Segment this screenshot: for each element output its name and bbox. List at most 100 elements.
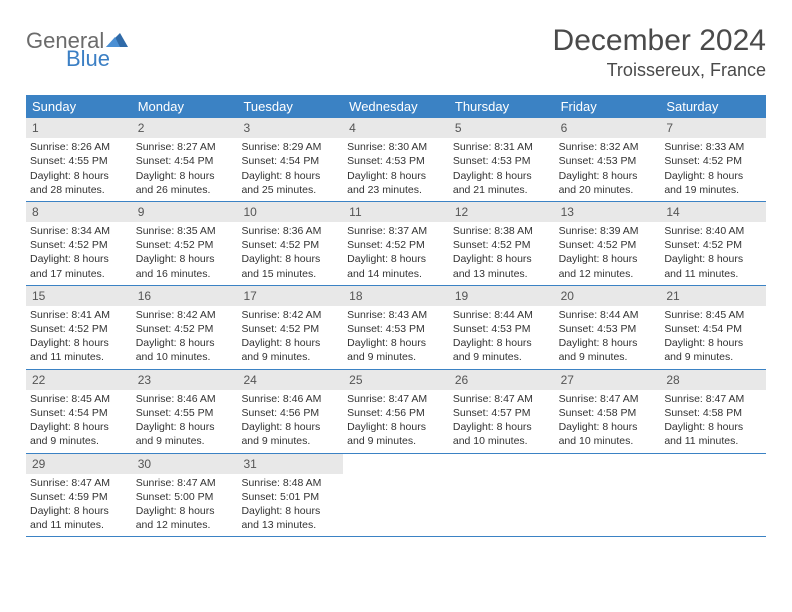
sunset-text: Sunset: 4:53 PM [453, 322, 551, 336]
day-cell: 8Sunrise: 8:34 AMSunset: 4:52 PMDaylight… [26, 202, 132, 285]
sunset-text: Sunset: 4:52 PM [664, 238, 762, 252]
weekday-saturday: Saturday [660, 95, 766, 118]
sunset-text: Sunset: 4:52 PM [136, 322, 234, 336]
sunrise-text: Sunrise: 8:47 AM [453, 392, 551, 406]
sunrise-text: Sunrise: 8:47 AM [559, 392, 657, 406]
sunset-text: Sunset: 4:55 PM [30, 154, 128, 168]
day-cell: 7Sunrise: 8:33 AMSunset: 4:52 PMDaylight… [660, 118, 766, 201]
sunrise-text: Sunrise: 8:38 AM [453, 224, 551, 238]
day-body: Sunrise: 8:46 AMSunset: 4:56 PMDaylight:… [237, 390, 343, 453]
day-body: Sunrise: 8:39 AMSunset: 4:52 PMDaylight:… [555, 222, 661, 285]
day-number: 27 [555, 370, 661, 390]
day-number: 4 [343, 118, 449, 138]
calendar-page: GeneralBlue December 2024 Troissereux, F… [0, 0, 792, 561]
week-row: 29Sunrise: 8:47 AMSunset: 4:59 PMDayligh… [26, 454, 766, 538]
daylight-text: and 25 minutes. [241, 183, 339, 197]
day-number: 6 [555, 118, 661, 138]
day-body: Sunrise: 8:26 AMSunset: 4:55 PMDaylight:… [26, 138, 132, 201]
daylight-text: Daylight: 8 hours [136, 169, 234, 183]
month-title: December 2024 [553, 24, 766, 58]
daylight-text: Daylight: 8 hours [453, 169, 551, 183]
day-body: Sunrise: 8:45 AMSunset: 4:54 PMDaylight:… [660, 306, 766, 369]
sunrise-text: Sunrise: 8:29 AM [241, 140, 339, 154]
daylight-text: and 20 minutes. [559, 183, 657, 197]
day-cell: 13Sunrise: 8:39 AMSunset: 4:52 PMDayligh… [555, 202, 661, 285]
sunrise-text: Sunrise: 8:46 AM [136, 392, 234, 406]
day-body: Sunrise: 8:47 AMSunset: 4:58 PMDaylight:… [555, 390, 661, 453]
daylight-text: and 26 minutes. [136, 183, 234, 197]
day-body: Sunrise: 8:43 AMSunset: 4:53 PMDaylight:… [343, 306, 449, 369]
day-body: Sunrise: 8:45 AMSunset: 4:54 PMDaylight:… [26, 390, 132, 453]
day-number: 16 [132, 286, 238, 306]
daylight-text: and 9 minutes. [664, 350, 762, 364]
day-cell: 10Sunrise: 8:36 AMSunset: 4:52 PMDayligh… [237, 202, 343, 285]
weekday-header-row: Sunday Monday Tuesday Wednesday Thursday… [26, 95, 766, 118]
day-cell: 20Sunrise: 8:44 AMSunset: 4:53 PMDayligh… [555, 286, 661, 369]
daylight-text: Daylight: 8 hours [136, 336, 234, 350]
daylight-text: and 9 minutes. [241, 434, 339, 448]
sunrise-text: Sunrise: 8:40 AM [664, 224, 762, 238]
sunset-text: Sunset: 4:52 PM [559, 238, 657, 252]
day-number: 18 [343, 286, 449, 306]
weekday-tuesday: Tuesday [237, 95, 343, 118]
sunrise-text: Sunrise: 8:45 AM [664, 308, 762, 322]
sunrise-text: Sunrise: 8:42 AM [136, 308, 234, 322]
sunset-text: Sunset: 4:54 PM [664, 322, 762, 336]
weekday-thursday: Thursday [449, 95, 555, 118]
sunset-text: Sunset: 4:52 PM [241, 322, 339, 336]
day-body: Sunrise: 8:44 AMSunset: 4:53 PMDaylight:… [449, 306, 555, 369]
day-body: Sunrise: 8:38 AMSunset: 4:52 PMDaylight:… [449, 222, 555, 285]
logo: GeneralBlue [26, 30, 128, 70]
daylight-text: Daylight: 8 hours [453, 336, 551, 350]
daylight-text: and 11 minutes. [664, 267, 762, 281]
daylight-text: Daylight: 8 hours [30, 420, 128, 434]
daylight-text: and 9 minutes. [30, 434, 128, 448]
day-cell [660, 454, 766, 537]
day-cell: 25Sunrise: 8:47 AMSunset: 4:56 PMDayligh… [343, 370, 449, 453]
day-number: 31 [237, 454, 343, 474]
day-number: 26 [449, 370, 555, 390]
day-body: Sunrise: 8:47 AMSunset: 4:59 PMDaylight:… [26, 474, 132, 537]
title-block: December 2024 Troissereux, France [553, 24, 766, 81]
sunset-text: Sunset: 4:56 PM [241, 406, 339, 420]
week-row: 1Sunrise: 8:26 AMSunset: 4:55 PMDaylight… [26, 118, 766, 202]
daylight-text: Daylight: 8 hours [241, 169, 339, 183]
sunset-text: Sunset: 4:56 PM [347, 406, 445, 420]
sunrise-text: Sunrise: 8:37 AM [347, 224, 445, 238]
day-body: Sunrise: 8:37 AMSunset: 4:52 PMDaylight:… [343, 222, 449, 285]
daylight-text: Daylight: 8 hours [30, 504, 128, 518]
day-number: 28 [660, 370, 766, 390]
day-number: 23 [132, 370, 238, 390]
daylight-text: and 14 minutes. [347, 267, 445, 281]
daylight-text: and 19 minutes. [664, 183, 762, 197]
day-body: Sunrise: 8:46 AMSunset: 4:55 PMDaylight:… [132, 390, 238, 453]
day-number: 10 [237, 202, 343, 222]
sunset-text: Sunset: 4:58 PM [664, 406, 762, 420]
daylight-text: and 9 minutes. [559, 350, 657, 364]
sunset-text: Sunset: 4:52 PM [30, 238, 128, 252]
sunset-text: Sunset: 4:59 PM [30, 490, 128, 504]
day-cell: 2Sunrise: 8:27 AMSunset: 4:54 PMDaylight… [132, 118, 238, 201]
day-body: Sunrise: 8:42 AMSunset: 4:52 PMDaylight:… [237, 306, 343, 369]
day-body: Sunrise: 8:34 AMSunset: 4:52 PMDaylight:… [26, 222, 132, 285]
week-row: 15Sunrise: 8:41 AMSunset: 4:52 PMDayligh… [26, 286, 766, 370]
daylight-text: and 9 minutes. [347, 434, 445, 448]
daylight-text: Daylight: 8 hours [664, 252, 762, 266]
sunrise-text: Sunrise: 8:35 AM [136, 224, 234, 238]
sunset-text: Sunset: 4:53 PM [347, 322, 445, 336]
sunrise-text: Sunrise: 8:48 AM [241, 476, 339, 490]
day-cell: 29Sunrise: 8:47 AMSunset: 4:59 PMDayligh… [26, 454, 132, 537]
day-body: Sunrise: 8:47 AMSunset: 5:00 PMDaylight:… [132, 474, 238, 537]
day-cell: 15Sunrise: 8:41 AMSunset: 4:52 PMDayligh… [26, 286, 132, 369]
sunrise-text: Sunrise: 8:47 AM [136, 476, 234, 490]
daylight-text: and 12 minutes. [559, 267, 657, 281]
sunrise-text: Sunrise: 8:47 AM [347, 392, 445, 406]
sunrise-text: Sunrise: 8:44 AM [453, 308, 551, 322]
day-body: Sunrise: 8:42 AMSunset: 4:52 PMDaylight:… [132, 306, 238, 369]
sunset-text: Sunset: 4:52 PM [453, 238, 551, 252]
daylight-text: Daylight: 8 hours [664, 336, 762, 350]
sunrise-text: Sunrise: 8:33 AM [664, 140, 762, 154]
daylight-text: and 10 minutes. [136, 350, 234, 364]
day-body: Sunrise: 8:40 AMSunset: 4:52 PMDaylight:… [660, 222, 766, 285]
weekday-sunday: Sunday [26, 95, 132, 118]
